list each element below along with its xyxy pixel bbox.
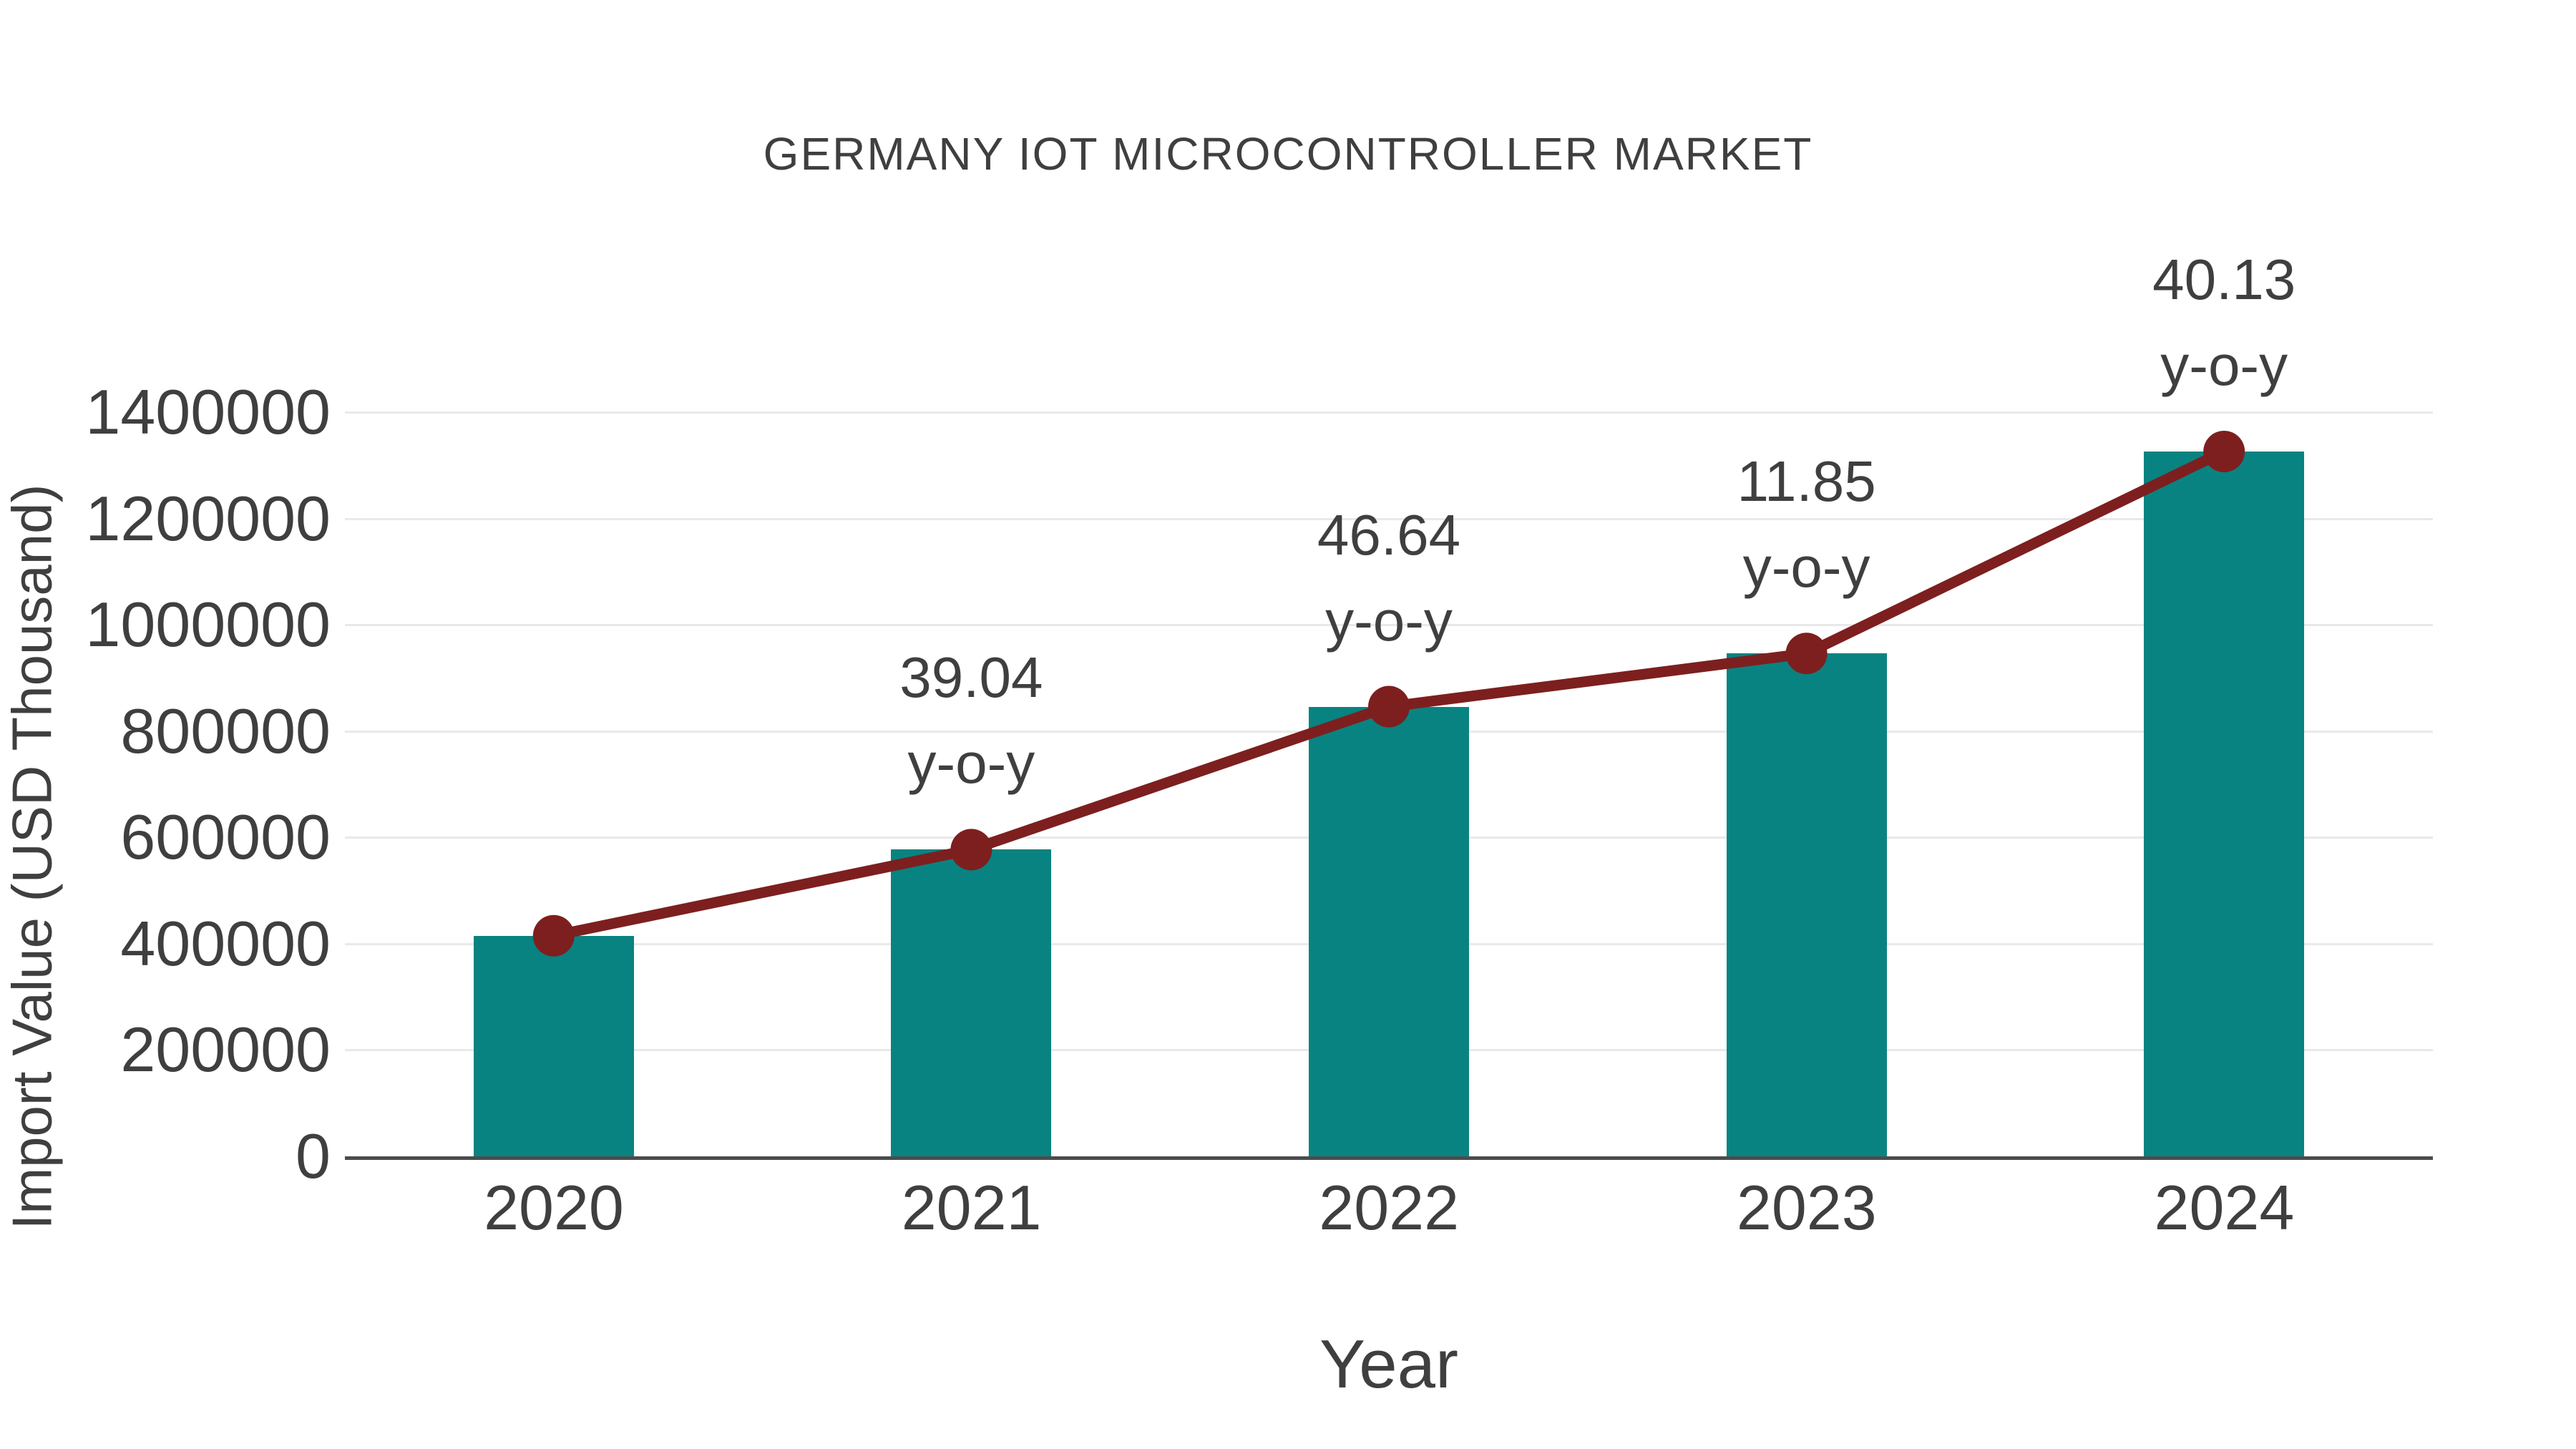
annotation-2023-label: y-o-y [1742, 535, 1870, 600]
gridline-1000000 [345, 624, 2433, 627]
y-tick-label-200000: 200000 [120, 1014, 331, 1085]
trend-point-2020 [532, 914, 575, 957]
annotation-2024-label: y-o-y [2160, 333, 2288, 397]
trend-point-2021 [950, 829, 992, 871]
bar-2021 [891, 849, 1052, 1156]
x-tick-label-2023: 2023 [1736, 1172, 1877, 1243]
y-tick-label-600000: 600000 [120, 801, 331, 873]
annotation-2022-label: y-o-y [1325, 588, 1453, 653]
bar-2022 [1309, 706, 1469, 1156]
annotation-2024-value: 40.13 [2152, 247, 2296, 311]
gridline-1200000 [345, 517, 2433, 520]
y-tick-label-0: 0 [296, 1121, 331, 1191]
annotation-2022-value: 46.64 [1317, 502, 1461, 567]
gridline-1400000 [345, 411, 2433, 414]
y-tick-label-1000000: 1000000 [85, 589, 331, 660]
bar-2023 [1726, 653, 1887, 1156]
y-tick-label-1400000: 1400000 [85, 376, 331, 447]
x-axis-title: Year [1319, 1326, 1458, 1402]
bar-2020 [473, 935, 634, 1156]
trend-point-2023 [1785, 633, 1828, 675]
annotation-2023-value: 11.85 [1737, 449, 1876, 514]
y-tick-label-1200000: 1200000 [85, 482, 331, 554]
chart-title: GERMANY IOT MICROCONTROLLER MARKET [763, 128, 1813, 180]
x-tick-label-2022: 2022 [1319, 1172, 1460, 1243]
plot-area [345, 411, 2433, 1160]
x-axis-line [345, 1156, 2433, 1160]
annotation-2021-label: y-o-y [907, 731, 1035, 796]
trend-point-2024 [2203, 430, 2245, 472]
trend-line-svg [532, 430, 2245, 957]
trend-point-2022 [1368, 686, 1410, 728]
bar-2024 [2144, 451, 2305, 1156]
x-tick-label-2021: 2021 [901, 1172, 1042, 1243]
x-tick-label-2020: 2020 [484, 1172, 624, 1243]
y-tick-label-400000: 400000 [120, 907, 331, 979]
annotation-2021-value: 39.04 [899, 645, 1043, 710]
x-tick-label-2024: 2024 [2154, 1172, 2295, 1243]
y-tick-label-800000: 800000 [120, 695, 331, 766]
